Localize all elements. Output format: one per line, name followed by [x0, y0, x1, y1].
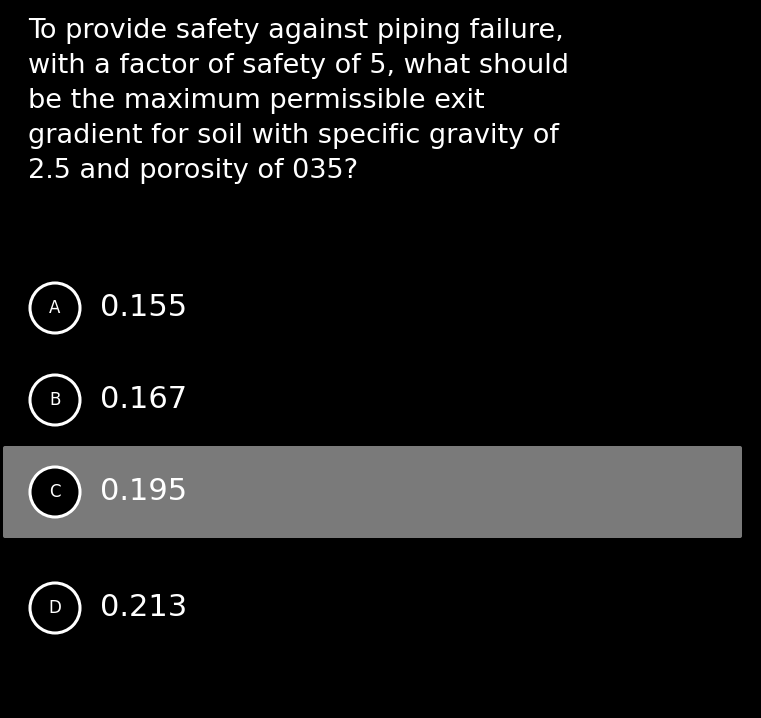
Text: D: D: [49, 599, 62, 617]
Circle shape: [30, 467, 80, 517]
Circle shape: [30, 583, 80, 633]
Text: 0.167: 0.167: [100, 386, 187, 414]
Text: 0.155: 0.155: [100, 294, 187, 322]
Circle shape: [30, 283, 80, 333]
Text: C: C: [49, 483, 61, 501]
Text: To provide safety against piping failure,
with a factor of safety of 5, what sho: To provide safety against piping failure…: [28, 18, 569, 184]
FancyBboxPatch shape: [3, 446, 742, 538]
Text: A: A: [49, 299, 61, 317]
Circle shape: [30, 375, 80, 425]
Text: 0.195: 0.195: [100, 477, 187, 506]
Text: B: B: [49, 391, 61, 409]
Text: 0.213: 0.213: [100, 594, 187, 623]
